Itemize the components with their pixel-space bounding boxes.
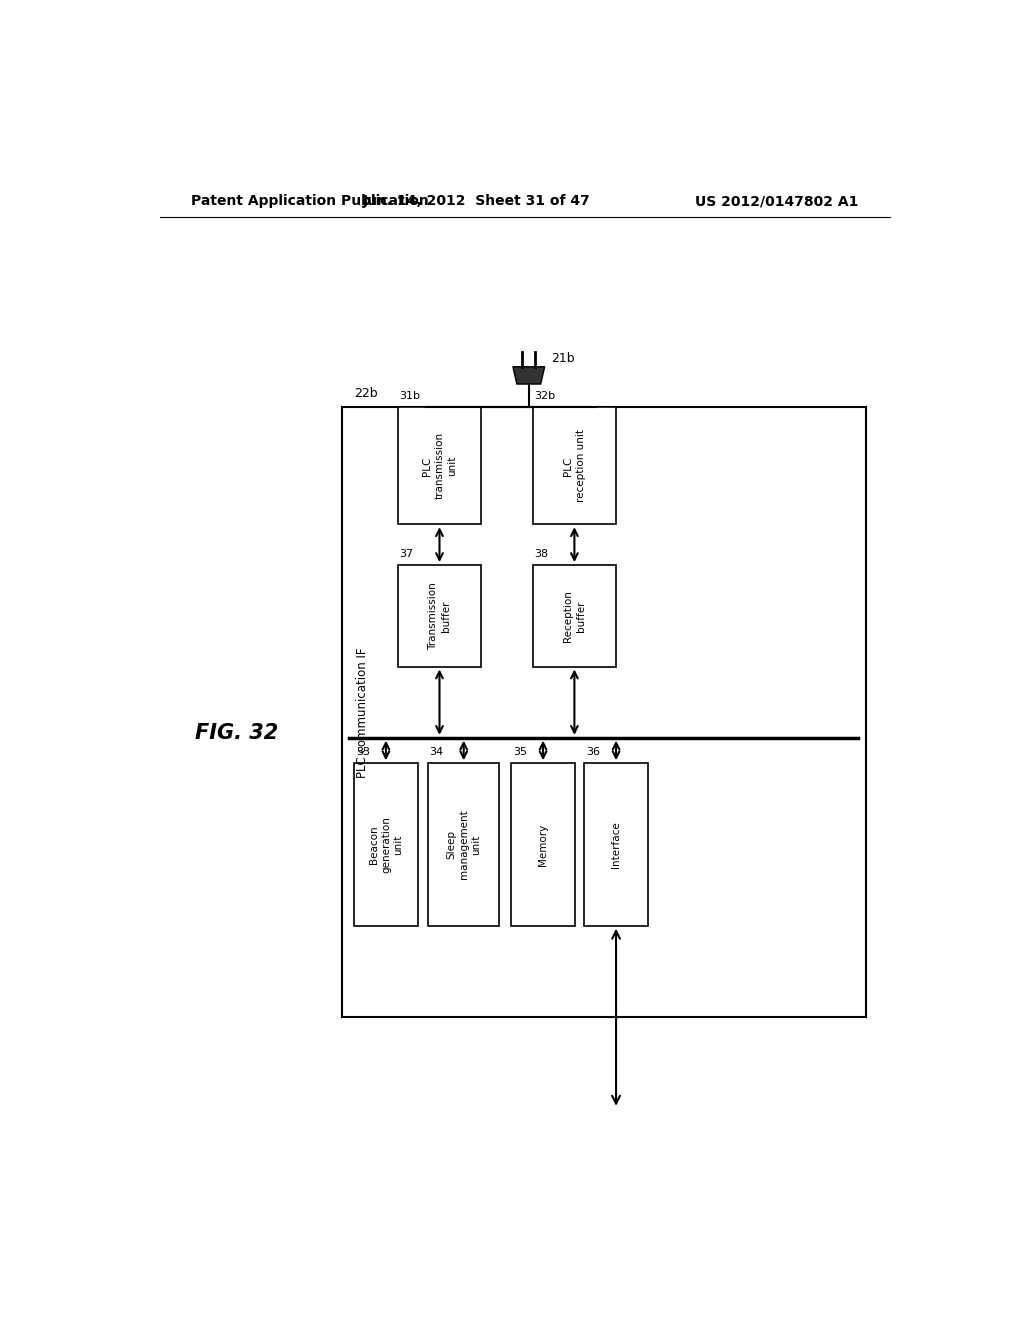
Text: PLC communication IF: PLC communication IF <box>355 647 369 777</box>
Text: 37: 37 <box>399 549 414 558</box>
Text: Sleep
management
unit: Sleep management unit <box>446 809 481 879</box>
Text: 36: 36 <box>586 747 600 758</box>
Text: Jun. 14, 2012  Sheet 31 of 47: Jun. 14, 2012 Sheet 31 of 47 <box>364 194 591 209</box>
Bar <box>532 408 616 524</box>
Bar <box>428 763 500 925</box>
Text: 22b: 22b <box>354 387 378 400</box>
Text: Reception
buffer: Reception buffer <box>563 590 586 642</box>
Text: 33: 33 <box>355 747 370 758</box>
Text: US 2012/0147802 A1: US 2012/0147802 A1 <box>694 194 858 209</box>
Text: PLC
transmission
unit: PLC transmission unit <box>422 432 457 499</box>
Text: Beacon
generation
unit: Beacon generation unit <box>369 816 403 873</box>
Bar <box>511 763 574 925</box>
Bar <box>354 763 418 925</box>
Text: PLC
reception unit: PLC reception unit <box>563 429 586 503</box>
Text: 31b: 31b <box>399 391 421 401</box>
Polygon shape <box>513 367 545 384</box>
Text: Transmission
buffer: Transmission buffer <box>428 582 451 649</box>
Text: 32b: 32b <box>535 391 555 401</box>
Text: 38: 38 <box>535 549 549 558</box>
Text: FIG. 32: FIG. 32 <box>196 722 279 743</box>
Bar <box>532 565 616 667</box>
Bar <box>585 763 648 925</box>
Bar <box>397 408 481 524</box>
Text: Interface: Interface <box>611 821 622 867</box>
Text: Patent Application Publication: Patent Application Publication <box>191 194 429 209</box>
Bar <box>342 408 866 1018</box>
Text: 35: 35 <box>513 747 527 758</box>
Bar <box>397 565 481 667</box>
Text: 21b: 21b <box>551 352 574 366</box>
Text: Memory: Memory <box>538 824 548 866</box>
Text: 34: 34 <box>430 747 443 758</box>
